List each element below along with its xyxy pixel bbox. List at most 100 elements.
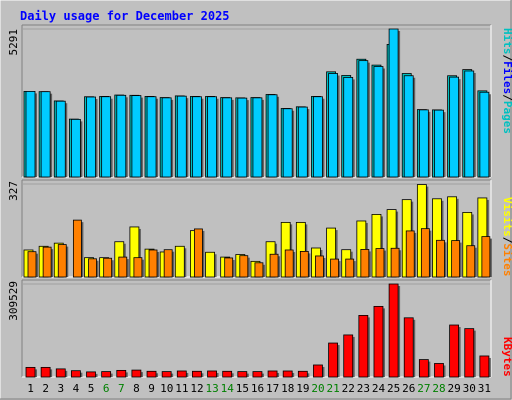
- bar-sites: [224, 257, 234, 278]
- bar-kbytes: [434, 363, 444, 378]
- bar-files: [40, 91, 51, 178]
- bar-sites: [405, 230, 415, 278]
- bar-sites: [148, 249, 158, 278]
- bar-files: [131, 95, 142, 178]
- bar-kbytes: [343, 334, 354, 378]
- x-axis-day-labels: 1 2 3 4 5 6 7 8 9 10 11 12 13 14 15 16 17 18 19 20 21 22 23 24 2…: [27, 382, 491, 395]
- bar-files: [313, 96, 323, 178]
- bar-kbytes: [373, 305, 384, 378]
- x-tick-label: 14: [221, 382, 235, 395]
- legend-hits-files-pages: Hits/Files/Pages: [501, 28, 512, 134]
- legend-visits-sites: Visits/Sites: [501, 197, 512, 277]
- bar-files: [449, 76, 460, 178]
- bar-sites: [163, 249, 173, 278]
- bar-visits: [174, 245, 185, 278]
- x-tick-label: 20: [311, 382, 324, 395]
- bar-files: [70, 118, 81, 178]
- bar-files: [207, 96, 217, 178]
- bar-kbytes: [449, 324, 460, 378]
- x-tick-label: 21: [327, 382, 340, 395]
- bar-sites: [103, 257, 113, 278]
- bar-files: [434, 109, 444, 178]
- x-tick-label: 3: [58, 382, 65, 395]
- bar-kbytes: [403, 317, 414, 378]
- x-tick-label: 26: [402, 382, 415, 395]
- bar-sites: [42, 246, 52, 278]
- bar-kbytes: [282, 370, 293, 378]
- bar-kbytes: [479, 355, 490, 378]
- x-tick-label: 28: [432, 382, 445, 395]
- x-tick-label: 4: [73, 382, 80, 395]
- bar-sites: [390, 247, 400, 278]
- visits-sites-panel: [21, 179, 492, 278]
- kbytes-panel: [21, 279, 492, 378]
- bar-kbytes: [252, 371, 263, 378]
- chart-title: Daily usage for December 2025: [20, 9, 230, 23]
- legend-pages: Pages: [501, 101, 512, 134]
- bar-kbytes: [267, 370, 278, 378]
- y-max-label-hits: 5291: [7, 29, 20, 56]
- bar-files: [282, 108, 293, 178]
- x-tick-label: 8: [133, 382, 140, 395]
- bar-sites: [254, 262, 264, 278]
- x-tick-label: 24: [372, 382, 386, 395]
- x-tick-label: 11: [175, 382, 188, 395]
- bar-sites: [239, 255, 249, 278]
- bar-files: [328, 73, 338, 178]
- bar-kbytes: [222, 370, 233, 378]
- bar-files: [237, 97, 248, 178]
- bar-kbytes: [297, 370, 308, 378]
- x-tick-label: 9: [148, 382, 155, 395]
- bar-sites: [269, 253, 279, 278]
- bar-files: [358, 60, 369, 178]
- bar-files: [343, 77, 354, 178]
- legend-separator: /: [501, 94, 512, 101]
- bar-sites: [375, 248, 385, 278]
- bar-files: [222, 97, 233, 178]
- x-tick-label: 7: [118, 382, 125, 395]
- bar-files: [86, 96, 96, 178]
- x-tick-label: 25: [387, 382, 400, 395]
- bar-kbytes: [146, 370, 157, 378]
- bar-kbytes: [464, 328, 475, 378]
- y-max-label-visits: 327: [7, 181, 20, 201]
- bar-sites: [299, 251, 309, 278]
- bar-kbytes: [207, 370, 217, 378]
- bar-files: [373, 66, 384, 178]
- x-tick-label: 15: [236, 382, 249, 395]
- hits-files-pages-panel: [21, 24, 492, 178]
- bar-sites: [118, 256, 128, 278]
- x-tick-label: 6: [103, 382, 110, 395]
- bar-kbytes: [328, 342, 338, 378]
- x-tick-label: 18: [281, 382, 294, 395]
- bar-kbytes: [237, 371, 248, 378]
- bar-kbytes: [176, 370, 187, 378]
- x-tick-label: 22: [342, 382, 355, 395]
- bar-sites: [481, 236, 491, 278]
- bar-files: [101, 96, 112, 178]
- x-tick-label: 2: [42, 382, 49, 395]
- bar-sites: [72, 219, 82, 278]
- bar-files: [418, 109, 429, 178]
- bar-sites: [315, 255, 324, 278]
- legend-visits: Visits: [501, 197, 512, 237]
- bar-kbytes: [358, 315, 369, 378]
- bar-kbytes: [418, 359, 429, 378]
- x-tick-label: 16: [251, 382, 264, 395]
- legend-separator: /: [501, 237, 512, 244]
- bar-sites: [27, 251, 37, 278]
- bar-sites: [345, 258, 355, 278]
- bar-kbytes: [131, 369, 142, 378]
- legend-sites: Sites: [501, 243, 512, 276]
- x-tick-label: 23: [357, 382, 370, 395]
- bar-files: [297, 106, 308, 178]
- bar-kbytes: [86, 371, 96, 378]
- bar-files: [176, 95, 187, 178]
- bar-files: [388, 28, 399, 178]
- bar-kbytes: [313, 364, 323, 378]
- x-tick-label: 17: [266, 382, 279, 395]
- bar-visits: [205, 251, 215, 278]
- bar-kbytes: [161, 371, 172, 378]
- bar-files: [55, 100, 66, 178]
